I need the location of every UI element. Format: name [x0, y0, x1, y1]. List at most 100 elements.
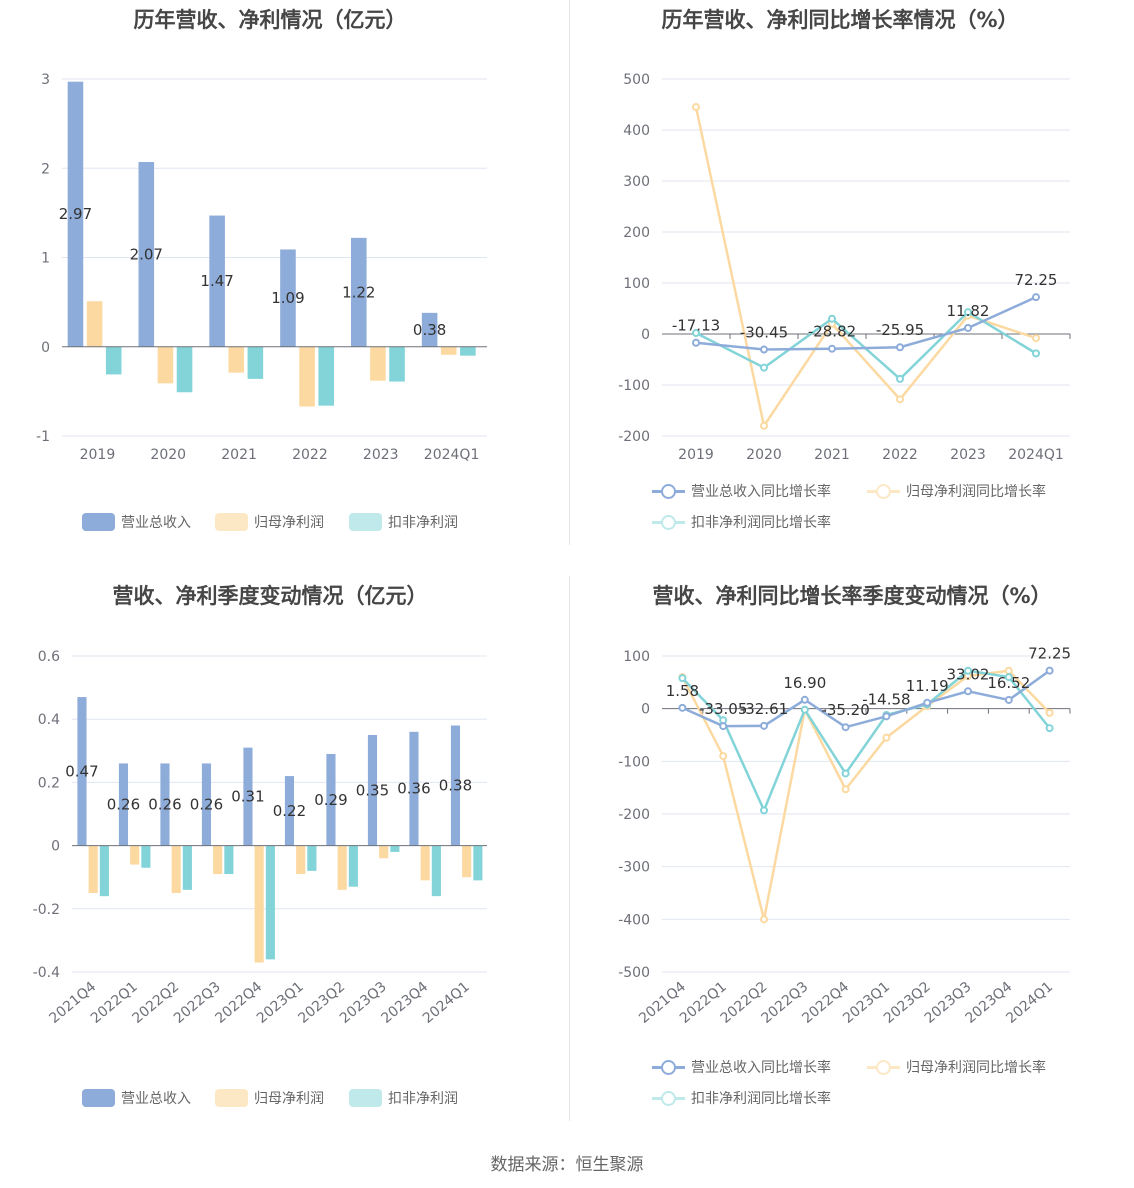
bar-revenue [77, 697, 87, 846]
y-tick-label: 0 [641, 327, 650, 343]
x-tick-label: 2019 [678, 447, 714, 463]
legend-item-revenue-growth[interactable]: 营业总收入同比增长率 [652, 481, 831, 501]
bar-deducted-profit [105, 346, 122, 375]
legend-label: 营业总收入 [121, 1091, 191, 1107]
bar-revenue [160, 763, 170, 846]
legend-item-deducted-growth[interactable]: 扣非净利润同比增长率 [652, 512, 831, 532]
point-revenue-growth [964, 687, 972, 696]
legend-item-deducted-profit[interactable]: 扣非净利润 [349, 512, 458, 532]
legend-item-net-growth[interactable]: 归母净利润同比增长率 [867, 1057, 1046, 1077]
bar-revenue [367, 735, 378, 846]
legend-label: 归母净利润同比增长率 [906, 1060, 1046, 1076]
point-net-growth [719, 752, 728, 761]
data-label: 16.90 [783, 674, 826, 692]
data-label: 11.82 [947, 302, 990, 320]
y-tick-label: -500 [618, 965, 650, 981]
bar-net-profit [213, 845, 223, 875]
legend-item-revenue[interactable]: 营业总收入 [82, 1088, 191, 1108]
line-net-growth [694, 106, 1037, 429]
line-revenue-growth [695, 296, 1037, 351]
data-label: -32.61 [740, 700, 788, 718]
bar-revenue [326, 753, 336, 846]
quarterly-growth-chart: -500-400-300-200-10001002021Q42022Q12022… [618, 645, 1071, 1027]
bar-revenue [243, 747, 253, 846]
bar-revenue [284, 776, 295, 846]
legend-item-revenue-growth[interactable]: 营业总收入同比增长率 [652, 1057, 831, 1077]
bar-net-profit [228, 346, 245, 373]
point-revenue-growth [882, 712, 891, 721]
data-label: 2.07 [130, 245, 163, 263]
legend-item-revenue[interactable]: 营业总收入 [82, 512, 191, 532]
bar-revenue [409, 731, 419, 846]
point-revenue-growth [760, 345, 768, 354]
y-tick-label: 0.6 [38, 649, 60, 665]
y-tick-label: -300 [618, 860, 650, 876]
bar-deducted-profit [182, 845, 192, 890]
bar-revenue [118, 763, 129, 846]
y-tick-label: 0.4 [38, 712, 60, 728]
bar-revenue [280, 249, 296, 347]
x-tick-label: 2021 [221, 447, 257, 463]
point-net-growth [760, 421, 768, 430]
legend-item-net-profit[interactable]: 归母净利润 [215, 512, 324, 532]
bar-deducted-profit [473, 845, 483, 881]
legend-label: 营业总收入同比增长率 [691, 484, 831, 500]
data-label: 0.22 [273, 802, 306, 820]
y-tick-label: 500 [623, 72, 650, 88]
point-deducted-growth [692, 328, 700, 337]
x-tick-label: 2022 [292, 447, 328, 463]
legend-label: 扣非净利润同比增长率 [691, 515, 831, 531]
bar-revenue [351, 237, 367, 347]
annual-growth-panel: 历年营收、净利同比增长率情况（%） -200 -100 0 100 200 300 400 5… [0, 0, 1134, 550]
legend-item-deducted-profit[interactable]: 扣非净利润 [349, 1088, 458, 1108]
y-tick-label: 0 [51, 839, 60, 855]
bar-revenue [450, 725, 461, 846]
legend-line-marker [867, 482, 900, 500]
x-tick-label: 2020 [150, 447, 186, 463]
data-label: 16.52 [987, 674, 1030, 692]
point-net-growth [841, 785, 850, 794]
point-revenue-growth [1004, 695, 1013, 704]
legend-label: 扣非净利润 [388, 515, 458, 531]
data-label: 2.97 [59, 205, 92, 223]
point-net-growth [1045, 708, 1054, 717]
point-revenue-growth [923, 698, 932, 707]
x-tick-label: 2019 [80, 447, 116, 463]
legend-label: 营业总收入 [121, 515, 191, 531]
data-label: -33.05 [699, 700, 747, 718]
legend-item-deducted-growth[interactable]: 扣非净利润同比增长率 [652, 1088, 831, 1108]
bar-deducted-profit [348, 845, 358, 887]
y-tick-label: -200 [618, 429, 650, 445]
legend-line-marker [867, 1058, 900, 1076]
bar-net-profit [88, 845, 98, 893]
x-tick-label: 2024Q1 [1003, 979, 1056, 1027]
x-tick-label: 2020 [746, 447, 782, 463]
y-tick-label: 3 [41, 72, 50, 88]
bar-net-profit [299, 346, 315, 407]
legend-line-marker [652, 482, 685, 500]
bar-revenue [209, 215, 225, 347]
point-deducted-growth [964, 308, 972, 317]
data-label: -14.58 [862, 690, 910, 708]
x-tick-label: 2024Q1 [1008, 447, 1064, 463]
bar-deducted-profit [265, 845, 275, 960]
legend-item-net-growth[interactable]: 归母净利润同比增长率 [867, 481, 1046, 501]
data-label: 0.38 [413, 321, 446, 339]
bar-deducted-profit [247, 346, 264, 379]
bar-deducted-profit [224, 845, 234, 875]
legend-swatch [349, 513, 382, 531]
point-deducted-growth [1045, 724, 1054, 733]
point-deducted-growth [760, 806, 768, 815]
data-label: -30.45 [740, 324, 788, 342]
bar-net-profit [337, 845, 347, 890]
chart-title: 营收、净利同比增长率季度变动情况（%） [652, 584, 1052, 608]
legend-item-net-profit[interactable]: 归母净利润 [215, 1088, 324, 1108]
data-label: 0.26 [107, 796, 140, 814]
quarterly-amount-chart: -0.4-0.200.20.40.62021Q42022Q12022Q22022… [33, 649, 487, 1027]
data-source: 数据来源：恒生聚源 [490, 1155, 644, 1175]
point-net-growth [1032, 334, 1040, 343]
bar-deducted-profit [390, 845, 400, 852]
point-deducted-growth [800, 705, 809, 714]
chart-title: 历年营收、净利同比增长率情况（%） [661, 8, 1019, 32]
y-tick-label: -0.2 [33, 902, 60, 918]
